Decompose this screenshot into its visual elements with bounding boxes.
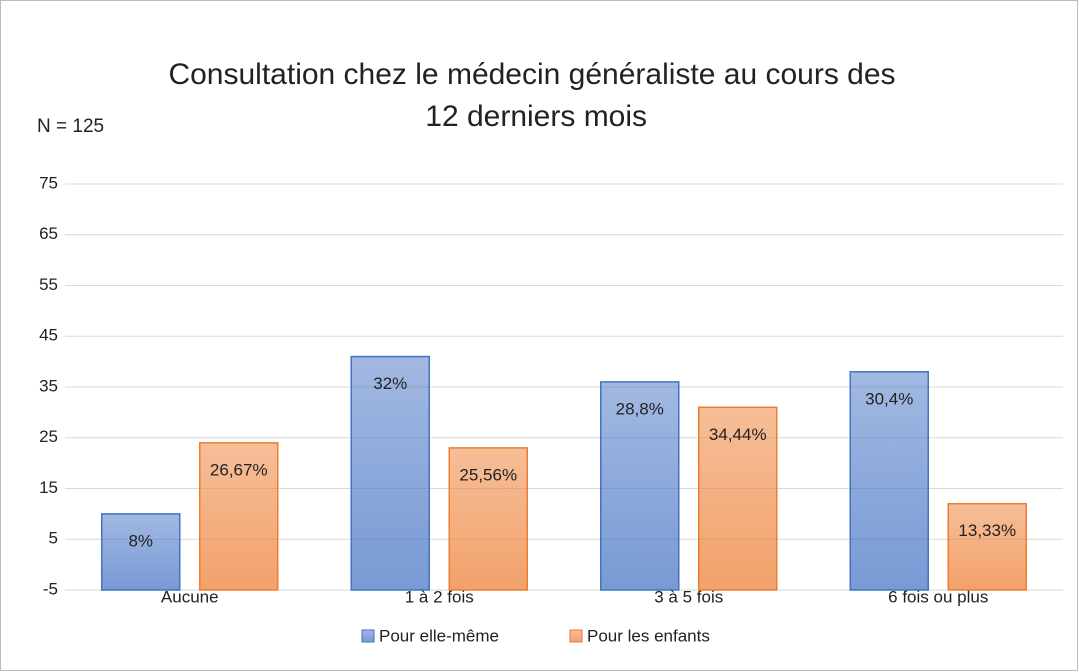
- x-tick-label: 1 à 2 fois: [405, 587, 474, 606]
- data-label: 25,56%: [459, 465, 517, 484]
- data-label: 32%: [373, 374, 407, 393]
- bar: [947, 502, 1027, 591]
- y-tick-label: -5: [43, 579, 58, 598]
- legend-label: Pour les enfants: [587, 626, 710, 645]
- y-tick-label: 35: [39, 376, 58, 395]
- legend-swatch: [569, 629, 583, 643]
- chart-subtitle: N = 125: [37, 116, 104, 137]
- data-label: 13,33%: [958, 521, 1016, 540]
- data-label: 28,8%: [616, 399, 664, 418]
- bar: [101, 513, 181, 591]
- y-tick-label: 15: [39, 478, 58, 497]
- y-tick-label: 75: [39, 173, 58, 192]
- y-tick-label: 5: [49, 529, 58, 548]
- y-tick-label: 55: [39, 275, 58, 294]
- bar: [448, 447, 528, 591]
- data-label: 30,4%: [865, 389, 913, 408]
- bar: [350, 355, 430, 591]
- legend-label: Pour elle-même: [379, 626, 499, 645]
- legend-swatch: [361, 629, 375, 643]
- data-label: 8%: [128, 531, 153, 550]
- bar: [199, 442, 279, 591]
- y-tick-label: 65: [39, 224, 58, 243]
- y-tick-label: 45: [39, 326, 58, 345]
- x-tick-label: 3 à 5 fois: [654, 587, 723, 606]
- bar: [600, 381, 680, 591]
- data-label: 34,44%: [709, 425, 767, 444]
- x-tick-label: 6 fois ou plus: [888, 587, 988, 606]
- x-tick-label: Aucune: [161, 587, 219, 606]
- chart-title: Consultation chez le médecin généraliste…: [168, 58, 895, 133]
- bar: [698, 406, 778, 591]
- data-label: 26,67%: [210, 460, 268, 479]
- bar: [849, 371, 929, 591]
- y-tick-label: 25: [39, 427, 58, 446]
